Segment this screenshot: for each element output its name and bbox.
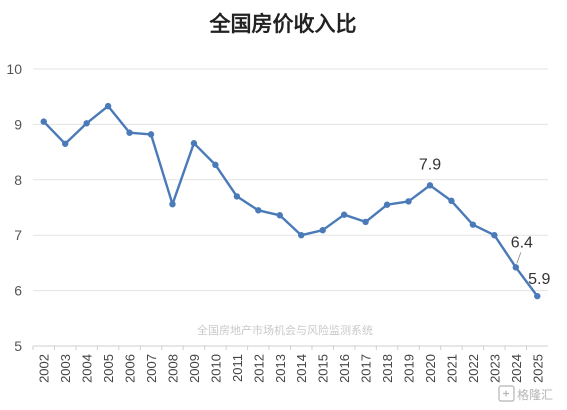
data-label: 5.9	[528, 271, 550, 288]
x-tick-label: 2016	[337, 354, 352, 383]
data-point	[340, 211, 348, 218]
y-tick-label: 9	[14, 116, 22, 132]
data-point	[512, 264, 520, 271]
data-point	[276, 212, 283, 219]
data-labels: 7.9 6.4 5.9	[419, 156, 551, 288]
data-point	[491, 232, 498, 239]
x-tick-label: 2009	[187, 354, 202, 383]
label-leader-line	[516, 252, 522, 264]
y-tick-label: 5	[14, 338, 22, 354]
x-tick-label: 2011	[230, 354, 245, 382]
x-tick-label: 2012	[251, 354, 266, 383]
y-tick-label: 6	[14, 283, 22, 299]
x-tick-label: 2008	[165, 354, 180, 383]
data-label: 6.4	[511, 234, 533, 251]
data-point	[40, 118, 47, 125]
data-point	[83, 120, 90, 127]
data-point	[298, 232, 305, 239]
x-tick-label: 2006	[123, 354, 138, 383]
x-tick-label: 2020	[423, 354, 438, 383]
chart-title: 全国房价收入比	[209, 12, 357, 36]
data-point	[104, 102, 112, 110]
data-point	[534, 292, 541, 300]
x-tick-label: 2013	[273, 354, 288, 383]
x-tick-label: 2023	[487, 354, 502, 383]
x-tick-label: 2015	[316, 354, 331, 383]
x-tick-label: 2004	[80, 354, 95, 383]
data-point	[383, 201, 391, 208]
x-tick-label: 2025	[530, 354, 545, 383]
data-point	[233, 193, 241, 200]
x-tick-label: 2005	[101, 354, 116, 383]
data-point	[190, 140, 198, 147]
data-point	[126, 129, 133, 136]
data-point	[426, 182, 434, 189]
y-axis-ticks: 5 6 7 8 9 10	[6, 61, 22, 354]
watermark-text: 全国房地产市场机会与风险监测系统	[197, 323, 373, 337]
data-point	[169, 200, 176, 208]
data-point	[255, 207, 262, 214]
data-point	[61, 140, 69, 147]
series-layer	[40, 102, 541, 300]
x-axis-ticks: 2002 2003 2004 2005 2006 2007 2008 2009 2010 2011…	[32, 346, 545, 383]
x-tick-label: 2021	[444, 354, 459, 383]
data-label: 7.9	[419, 156, 441, 173]
x-tick-label: 2019	[402, 354, 417, 383]
data-point	[405, 198, 412, 205]
x-tick-label: 2003	[58, 354, 73, 383]
x-tick-label: 2007	[144, 354, 159, 383]
logo-text: 格隆汇	[517, 387, 553, 402]
x-tick-label: 2024	[509, 354, 524, 383]
gelonghui-logo-icon: 格隆汇	[498, 385, 553, 402]
data-point	[212, 161, 219, 169]
y-tick-label: 8	[14, 172, 22, 188]
x-tick-label: 2022	[466, 354, 481, 383]
x-tick-label: 2018	[380, 354, 395, 383]
x-tick-label: 2017	[359, 354, 374, 383]
data-point	[362, 218, 369, 226]
data-point	[469, 221, 477, 228]
y-tick-label: 7	[14, 227, 22, 243]
x-tick-label: 2002	[37, 354, 52, 383]
data-point	[448, 197, 455, 205]
data-point	[147, 131, 155, 138]
data-point	[319, 227, 326, 234]
y-tick-label: 10	[6, 61, 22, 77]
x-tick-label: 2010	[208, 354, 223, 383]
series-line	[42, 104, 539, 298]
x-tick-label: 2014	[294, 354, 309, 383]
